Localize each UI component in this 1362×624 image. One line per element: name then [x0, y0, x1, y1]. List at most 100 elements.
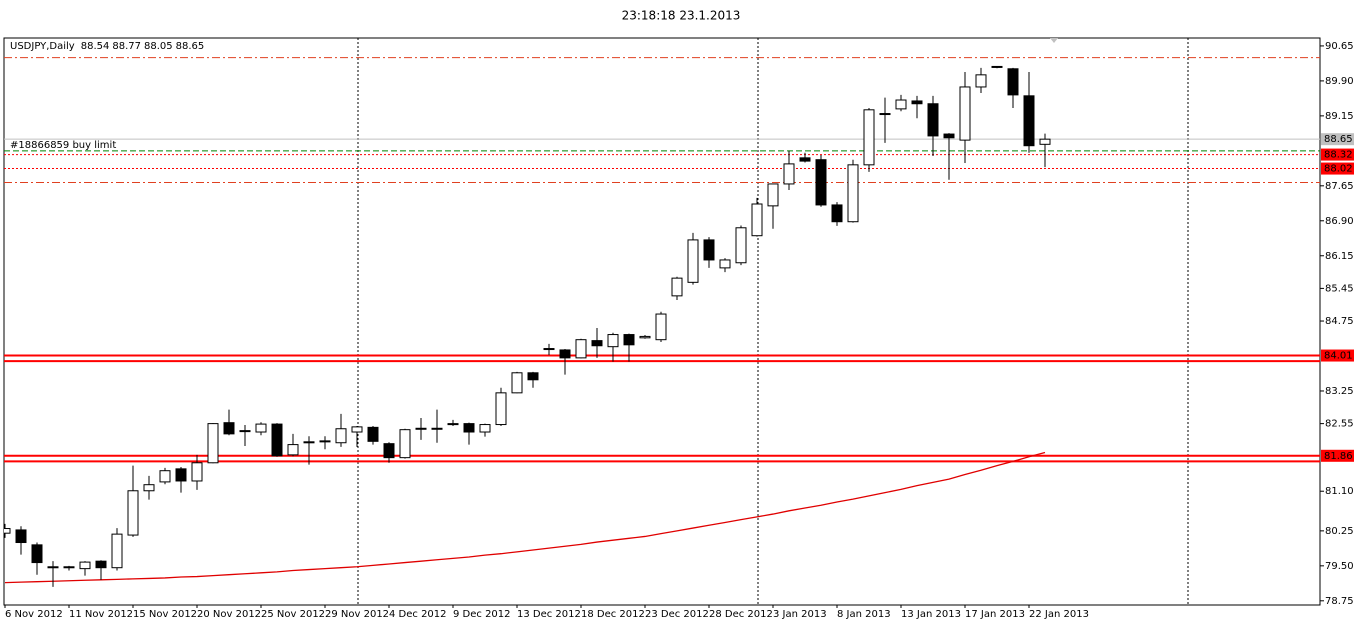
x-tick-label: 6 Nov 2012	[5, 609, 63, 620]
candle-body	[79, 561, 91, 570]
candle-body	[735, 227, 747, 264]
x-tick-label: 29 Nov 2012	[325, 609, 389, 620]
candle-body	[63, 566, 75, 569]
candle-body	[767, 183, 779, 207]
candle-body	[543, 348, 555, 351]
candle-body	[511, 372, 523, 394]
candle-body	[607, 334, 619, 348]
candle-body	[47, 566, 59, 569]
plot-area	[4, 57, 1320, 587]
y-tick-label: 86.15	[1325, 251, 1354, 262]
candle-body	[831, 204, 843, 223]
candle-body	[223, 422, 235, 435]
price-marker-box	[1321, 449, 1354, 462]
x-tick-label: 13 Dec 2012	[517, 609, 581, 620]
candle-body	[527, 372, 539, 381]
candle-body	[207, 423, 219, 464]
candle-body	[399, 429, 411, 459]
y-tick-label: 89.15	[1325, 111, 1354, 122]
candle-body	[463, 423, 475, 433]
y-tick-label: 85.45	[1325, 283, 1354, 294]
candle-body	[271, 423, 283, 457]
candle-body	[1007, 68, 1019, 96]
candle-body	[143, 484, 155, 492]
candle-body	[783, 163, 795, 185]
candle-body	[95, 560, 107, 569]
price-marker-label: 88.65	[1324, 134, 1353, 145]
ohlc-low: 88.05	[144, 41, 173, 52]
y-tick-label: 83.25	[1325, 386, 1354, 397]
candle-body	[591, 340, 603, 347]
candle-body	[639, 335, 651, 339]
candle-body	[175, 468, 187, 482]
x-tick-label: 17 Jan 2013	[965, 609, 1025, 620]
candle-body	[879, 113, 891, 116]
y-tick-label: 84.75	[1325, 316, 1354, 327]
candle-body	[799, 157, 811, 162]
candle-body	[4, 528, 11, 534]
y-tick-label: 82.55	[1325, 419, 1354, 430]
candle-body	[911, 100, 923, 105]
candle-body	[367, 426, 379, 442]
candle-body	[575, 339, 587, 359]
candle-body	[991, 65, 1003, 68]
price-marker-label: 81.86	[1324, 451, 1353, 462]
x-tick-label: 28 Dec 2012	[709, 609, 773, 620]
candle-body	[863, 109, 875, 166]
candle-body	[559, 349, 571, 359]
candle-body	[623, 334, 635, 346]
price-marker-box	[1321, 133, 1354, 146]
x-tick-label: 15 Nov 2012	[133, 609, 197, 620]
candle-body	[847, 164, 859, 223]
candle-body	[495, 392, 507, 426]
candle-body	[1023, 95, 1035, 147]
x-tick-label: 11 Nov 2012	[69, 609, 133, 620]
x-tick-label: 20 Nov 2012	[197, 609, 261, 620]
symbol: USDJPY,Daily	[10, 41, 75, 52]
candle-body	[719, 259, 731, 269]
candle-body	[943, 133, 955, 139]
y-tick-label: 78.75	[1325, 596, 1354, 607]
candle-body	[191, 462, 203, 482]
candle-body	[111, 533, 123, 569]
candle-body	[383, 443, 395, 459]
candle-body	[287, 444, 299, 456]
candle-body	[751, 203, 763, 237]
price-marker-box	[1321, 162, 1354, 175]
y-tick-label: 90.65	[1325, 41, 1354, 52]
x-tick-label: 3 Jan 2013	[773, 609, 827, 620]
candle-body	[351, 426, 363, 433]
x-tick-label: 4 Dec 2012	[389, 609, 447, 620]
candle-body	[415, 427, 427, 430]
candle-body	[671, 277, 683, 297]
price-marker-label: 84.01	[1324, 351, 1353, 362]
candle-body	[447, 423, 459, 426]
price-marker-label: 88.02	[1324, 164, 1353, 175]
order-label: #18866859 buy limit	[10, 140, 116, 151]
y-tick-label: 81.10	[1325, 486, 1354, 497]
y-tick-label: 86.90	[1325, 216, 1354, 227]
candle-body	[687, 239, 699, 283]
y-tick-label: 89.90	[1325, 76, 1354, 87]
candle-body	[479, 424, 491, 433]
candle-body	[1039, 138, 1051, 145]
candle-body	[239, 430, 251, 433]
candle-body	[319, 440, 331, 443]
candle-body	[31, 544, 43, 564]
shift-marker	[1050, 38, 1058, 43]
x-tick-label: 9 Dec 2012	[453, 609, 511, 620]
candle-body	[927, 103, 939, 137]
price-axis: 90.65 89.90 89.15 87.65 86.90 86.15 85.45 84.75…	[1320, 41, 1354, 607]
ohlc-close: 88.65	[176, 41, 205, 52]
x-tick-label: 23 Dec 2012	[645, 609, 709, 620]
chart-title: 23:18:18 23.1.2013	[622, 9, 741, 23]
price-marker-label: 88.32	[1324, 150, 1353, 161]
candle-body	[127, 490, 139, 536]
price-marker-box	[1321, 148, 1354, 161]
moving-average	[4, 451, 1046, 584]
candle-body	[959, 86, 971, 141]
x-tick-label: 25 Nov 2012	[261, 609, 325, 620]
x-tick-label: 13 Jan 2013	[901, 609, 961, 620]
ohlc-high: 88.77	[112, 41, 141, 52]
